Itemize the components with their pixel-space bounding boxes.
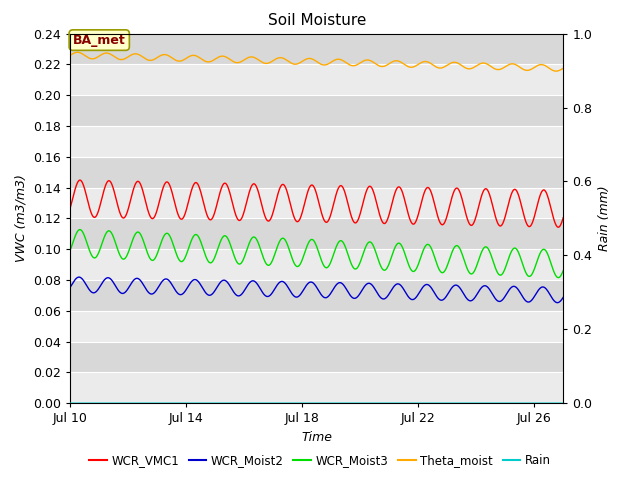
X-axis label: Time: Time	[301, 431, 332, 444]
Bar	[70, 34, 563, 64]
Bar	[70, 249, 563, 280]
Bar	[70, 280, 563, 311]
Y-axis label: Rain (mm): Rain (mm)	[598, 186, 611, 251]
Bar	[70, 372, 563, 403]
Bar	[70, 342, 563, 372]
Bar	[70, 126, 563, 157]
Y-axis label: VWC (m3/m3): VWC (m3/m3)	[15, 174, 28, 263]
Bar	[70, 311, 563, 342]
Bar	[70, 157, 563, 188]
Bar	[70, 95, 563, 126]
Title: Soil Moisture: Soil Moisture	[268, 13, 366, 28]
Bar	[70, 218, 563, 249]
Bar	[70, 64, 563, 95]
Text: BA_met: BA_met	[73, 34, 125, 47]
Bar	[70, 188, 563, 218]
Legend: WCR_VMC1, WCR_Moist2, WCR_Moist3, Theta_moist, Rain: WCR_VMC1, WCR_Moist2, WCR_Moist3, Theta_…	[84, 449, 556, 472]
